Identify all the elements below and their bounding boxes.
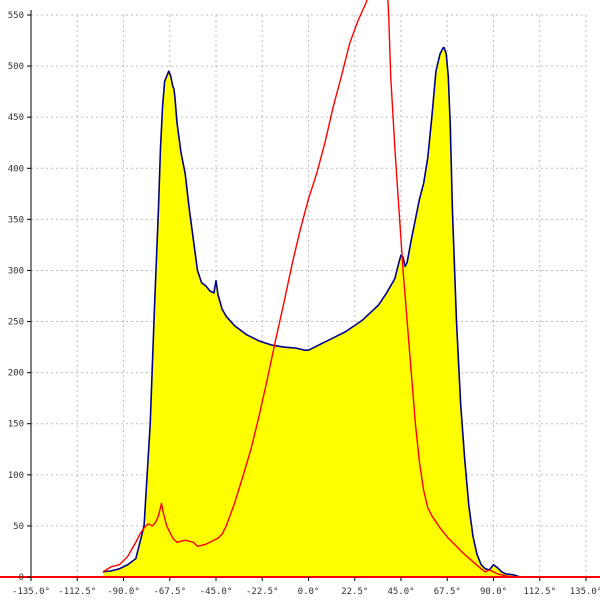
x-tick-label: -67.5° — [153, 587, 186, 597]
series-line-blue — [102, 46, 521, 578]
x-tick-label: 135.0° — [570, 587, 600, 597]
y-tick-label: 550 — [8, 11, 24, 21]
y-tick-labels: 0 50 100 150 200 250 300 350 400 450 500 550 — [8, 11, 24, 583]
x-tick-label: -90.0° — [107, 587, 140, 597]
y-tick-label: 250 — [8, 318, 24, 328]
x-tick-label: -22.5° — [246, 587, 279, 597]
y-tick-label: 500 — [8, 62, 24, 72]
y-tick-label: 200 — [8, 369, 24, 379]
y-tick-label: 350 — [8, 215, 24, 225]
axes — [0, 10, 600, 581]
y-tick-label: 0 — [19, 573, 24, 583]
fill-layer — [102, 47, 521, 577]
x-tick-label: -45.0° — [200, 587, 233, 597]
x-tick-label: 45.0° — [387, 587, 414, 597]
y-tick-label: 450 — [8, 113, 24, 123]
series-layer — [102, 0, 521, 578]
area-fill — [102, 47, 521, 577]
y-tick-label: 50 — [13, 522, 24, 532]
x-tick-label: 22.5° — [341, 587, 368, 597]
x-tick-label: -112.5° — [58, 587, 96, 597]
x-tick-label: 0.0° — [298, 587, 320, 597]
y-tick-label: 100 — [8, 471, 24, 481]
x-tick-label: 90.0° — [480, 587, 507, 597]
x-tick-label: -135.0° — [12, 587, 50, 597]
series-line-red — [102, 0, 521, 578]
y-tick-label: 150 — [8, 420, 24, 430]
x-tick-labels: -135.0° -112.5° -90.0° -67.5° -45.0° -22.5° 0.… — [12, 587, 600, 597]
x-tick-label: 67.5° — [434, 587, 461, 597]
y-tick-label: 300 — [8, 266, 24, 276]
y-tick-label: 400 — [8, 164, 24, 174]
x-tick-label: 112.5° — [523, 587, 556, 597]
